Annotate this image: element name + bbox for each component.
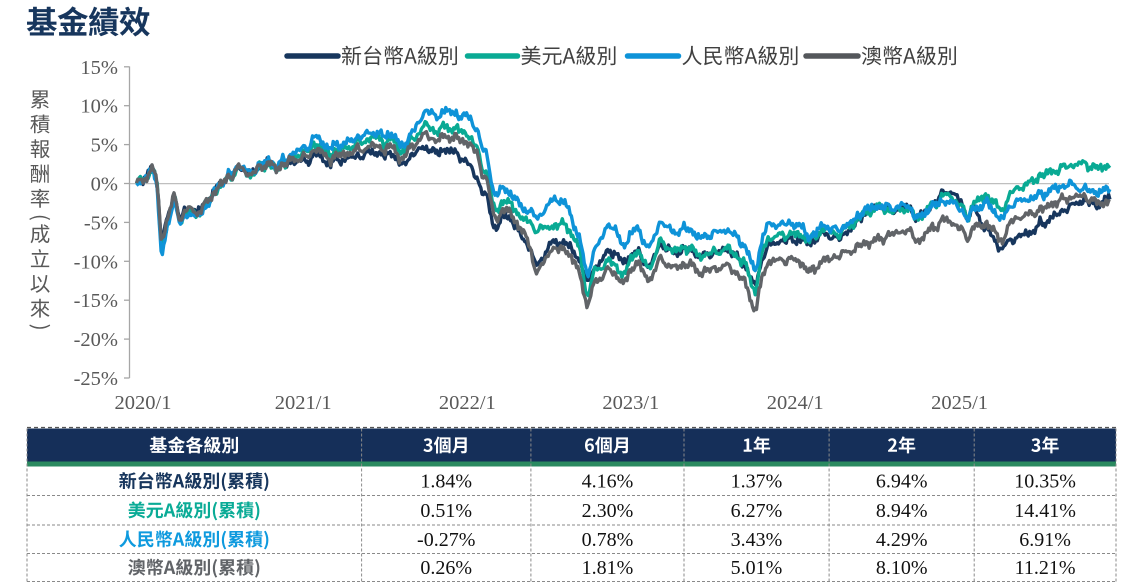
svg-text:6.91%: 6.91%	[1019, 529, 1071, 551]
svg-text:5.01%: 5.01%	[731, 557, 783, 579]
svg-text:1.81%: 1.81%	[582, 557, 634, 579]
svg-text:4.29%: 4.29%	[876, 529, 928, 551]
svg-text:0.26%: 0.26%	[420, 557, 472, 579]
svg-text:-10%: -10%	[74, 251, 118, 273]
svg-text:-20%: -20%	[74, 329, 118, 351]
svg-text:-25%: -25%	[74, 368, 118, 390]
svg-text:-15%: -15%	[74, 290, 118, 312]
svg-text:5%: 5%	[91, 135, 118, 157]
svg-text:8.10%: 8.10%	[876, 557, 928, 579]
svg-text:0.78%: 0.78%	[582, 529, 634, 551]
svg-text:10.35%: 10.35%	[1014, 471, 1076, 493]
svg-text:0%: 0%	[91, 174, 118, 196]
svg-text:6.27%: 6.27%	[731, 500, 783, 522]
svg-text:10%: 10%	[80, 96, 118, 118]
svg-text:2024/1: 2024/1	[767, 392, 824, 414]
svg-text:2020/1: 2020/1	[115, 392, 172, 414]
svg-text:15%: 15%	[80, 57, 118, 79]
svg-text:1.37%: 1.37%	[731, 471, 783, 493]
svg-text:6.94%: 6.94%	[876, 471, 928, 493]
svg-text:2022/1: 2022/1	[439, 392, 496, 414]
svg-text:2023/1: 2023/1	[602, 392, 659, 414]
svg-text:4.16%: 4.16%	[582, 471, 634, 493]
svg-text:11.21%: 11.21%	[1015, 557, 1076, 579]
svg-text:14.41%: 14.41%	[1014, 500, 1076, 522]
svg-text:1.84%: 1.84%	[420, 471, 472, 493]
svg-text:-5%: -5%	[84, 212, 118, 234]
svg-text:2025/1: 2025/1	[931, 392, 988, 414]
svg-text:2021/1: 2021/1	[275, 392, 332, 414]
svg-text:8.94%: 8.94%	[876, 500, 928, 522]
svg-text:2.30%: 2.30%	[582, 500, 634, 522]
svg-text:-0.27%: -0.27%	[417, 529, 475, 551]
svg-text:3.43%: 3.43%	[731, 529, 783, 551]
svg-text:0.51%: 0.51%	[420, 500, 472, 522]
